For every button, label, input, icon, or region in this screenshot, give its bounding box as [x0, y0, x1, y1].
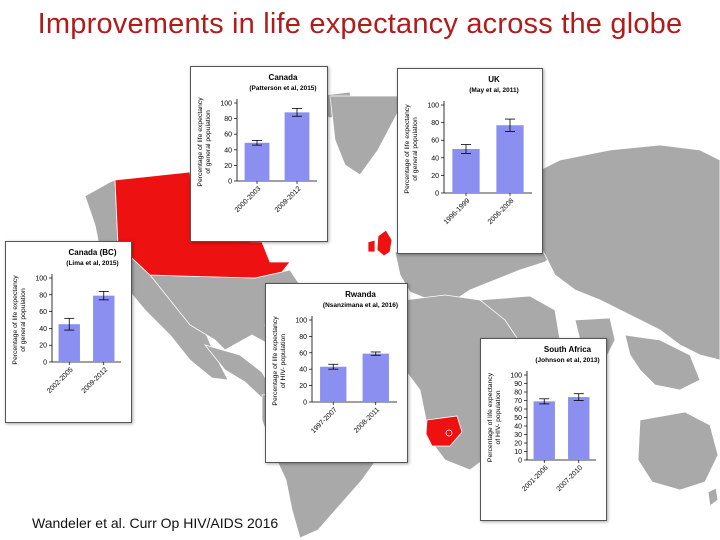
chart-subtitle: (Lima et al, 2015)	[66, 260, 118, 267]
y-tick-label: 20	[224, 163, 232, 170]
bar-2001-2006	[533, 401, 555, 460]
bar-2007-2010	[568, 397, 590, 460]
y-axis-label: Percentage of life expectancy	[272, 316, 279, 406]
y-tick-label: 100	[510, 373, 522, 380]
map-south-africa	[425, 415, 463, 447]
chart-card-canada: Canada (Patterson et al, 2015) Percentage …	[190, 66, 328, 242]
y-axis-label: of general population	[205, 110, 212, 174]
y-tick-label: 40	[224, 147, 232, 154]
chart-subtitle: (Patterson et al, 2015)	[249, 85, 316, 92]
y-axis-label: of HIV- population	[280, 334, 287, 388]
chart-card-rwanda: Rwanda (Nsanzimana et al, 2016) Percentage…	[265, 283, 408, 463]
bar-2008-2011	[362, 353, 389, 402]
y-tick-label: 60	[224, 132, 232, 139]
map-new-zealand	[707, 487, 719, 507]
y-axis-label: of general population	[412, 117, 419, 181]
y-tick-label: 60	[39, 309, 47, 316]
y-axis-label: Percentage of life expectancy	[404, 104, 411, 194]
x-tick-label: 2007-2010	[556, 464, 585, 493]
y-tick-label: 80	[431, 120, 439, 127]
bar-2000-2003	[244, 142, 270, 181]
bar-1997-2007	[320, 366, 347, 402]
y-tick-label: 0	[228, 179, 232, 186]
y-tick-label: 100	[427, 103, 439, 110]
chart-subtitle: (Nsanzimana et al, 2016)	[323, 302, 398, 309]
y-tick-label: 0	[43, 360, 47, 367]
bar-2009-2012	[284, 112, 310, 181]
map-uk	[376, 229, 393, 257]
chart-canada-bc: Canada (BC) (Lima et al, 2015) Percentage …	[12, 248, 121, 395]
chart-title: UK	[488, 75, 500, 84]
y-tick-label: 10	[514, 449, 522, 456]
bar-1996-1999	[452, 149, 480, 193]
y-tick-label: 40	[299, 367, 307, 374]
y-tick-label: 0	[435, 191, 439, 198]
chart-south-africa: South Africa (Johnson et al, 2013) Percent…	[487, 345, 600, 493]
map-southeast-asia	[624, 334, 701, 391]
y-tick-label: 30	[514, 432, 522, 439]
y-tick-label: 60	[431, 138, 439, 145]
y-tick-label: 20	[431, 173, 439, 180]
y-tick-label: 100	[295, 318, 307, 325]
y-tick-label: 80	[39, 292, 47, 299]
chart-uk: UK (May et al, 2011) Percentage of life ex…	[404, 75, 532, 226]
y-tick-label: 100	[220, 101, 232, 108]
y-tick-label: 20	[299, 383, 307, 390]
y-tick-label: 100	[35, 276, 47, 283]
y-axis-label: of HIV- population	[495, 390, 502, 444]
map-russia-asia	[519, 144, 720, 361]
y-tick-label: 40	[514, 424, 522, 431]
chart-card-canada-bc: Canada (BC) (Lima et al, 2015) Percentage …	[5, 241, 132, 423]
y-tick-label: 40	[431, 155, 439, 162]
y-tick-label: 80	[299, 334, 307, 341]
chart-subtitle: (Johnson et al, 2013)	[535, 357, 599, 364]
y-tick-label: 0	[303, 400, 307, 407]
x-tick-label: 2009-2012	[274, 185, 303, 214]
citation: Wandeler et al. Curr Op HIV/AIDS 2016	[32, 515, 279, 531]
slide-title: Improvements in life expectancy across t…	[37, 8, 683, 40]
bar-2009-2012	[93, 295, 115, 362]
x-tick-label: 2009-2012	[81, 366, 110, 395]
x-tick-label: 1996-1999	[443, 197, 472, 226]
y-tick-label: 60	[299, 350, 307, 357]
y-axis-label: Percentage of life expectancy	[12, 275, 19, 365]
y-tick-label: 50	[514, 415, 522, 422]
y-tick-label: 40	[39, 326, 47, 333]
x-tick-label: 2002-2005	[46, 366, 75, 395]
chart-title: Canada	[269, 73, 298, 82]
x-tick-label: 2006-2008	[487, 197, 516, 226]
chart-rwanda: Rwanda (Nsanzimana et al, 2016) Percentage…	[272, 290, 398, 435]
chart-title: Canada (BC)	[68, 248, 116, 257]
bar-2002-2005	[58, 324, 80, 362]
chart-subtitle: (May et al, 2011)	[469, 87, 519, 94]
y-tick-label: 20	[39, 343, 47, 350]
y-tick-label: 80	[224, 116, 232, 123]
y-tick-label: 90	[514, 381, 522, 388]
bar-2006-2008	[496, 125, 524, 193]
map-greenland	[329, 95, 401, 176]
map-rwanda	[445, 429, 453, 437]
chart-canada: Canada (Patterson et al, 2015) Percentage …	[197, 73, 317, 214]
y-axis-label: of general population	[20, 288, 27, 352]
y-axis-label: Percentage of life expectancy	[487, 372, 494, 462]
y-tick-label: 20	[514, 441, 522, 448]
y-tick-label: 80	[514, 390, 522, 397]
chart-card-south-africa: South Africa (Johnson et al, 2013) Percent…	[480, 338, 607, 521]
map-australia	[637, 411, 719, 491]
y-axis-label: Percentage of life expectancy	[197, 97, 204, 187]
x-tick-label: 1997-2007	[310, 406, 339, 435]
x-tick-label: 2008-2011	[353, 406, 381, 434]
chart-card-uk: UK (May et al, 2011) Percentage of life ex…	[397, 68, 543, 254]
y-tick-label: 60	[514, 407, 522, 414]
x-tick-label: 2001-2006	[521, 464, 550, 493]
chart-title: Rwanda	[345, 290, 376, 299]
y-tick-label: 70	[514, 398, 522, 405]
x-tick-label: 2000-2003	[234, 185, 263, 214]
y-tick-label: 0	[518, 458, 522, 465]
chart-title: South Africa	[544, 345, 592, 354]
map-ireland	[367, 239, 376, 253]
